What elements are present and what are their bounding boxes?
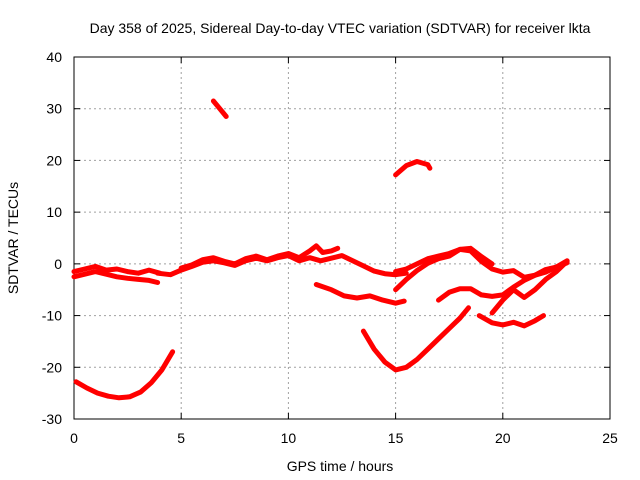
y-tick-label: -10: [42, 308, 62, 324]
series-arc-12: [436, 258, 570, 303]
x-tick-label: 5: [177, 430, 185, 446]
series-arc-5: [178, 243, 341, 271]
plot-area-border: [73, 56, 611, 420]
series-arc-7: [313, 282, 407, 306]
axis-ticks: 0 5 10 15 20 25 -30 -20 -10 0 10 20 30 40: [42, 49, 618, 446]
series-arc-11: [393, 245, 495, 293]
y-tick-label: 20: [46, 152, 62, 168]
y-tick-label: 0: [54, 256, 62, 272]
x-tick-label: 0: [70, 430, 78, 446]
y-tick-label: 10: [46, 204, 62, 220]
y-tick-label: 30: [46, 101, 62, 117]
x-axis-label: GPS time / hours: [287, 458, 394, 474]
x-tick-label: 10: [281, 430, 297, 446]
series-arc-1: [71, 263, 163, 276]
series-arc-2: [71, 269, 161, 285]
y-tick-label: -30: [42, 411, 62, 427]
y-axis-label: SDTVAR / TECUs: [5, 182, 21, 294]
series-arc-6: [210, 98, 229, 119]
grid: [74, 57, 610, 419]
series-arc-8: [360, 305, 471, 373]
x-tick-label: 25: [602, 430, 618, 446]
series-arc-14: [476, 313, 546, 329]
chart-title: Day 358 of 2025, Sidereal Day-to-day VTE…: [90, 20, 591, 36]
x-tick-label: 20: [495, 430, 511, 446]
series-arc-3: [73, 349, 176, 401]
y-tick-label: -20: [42, 359, 62, 375]
data-series: [71, 98, 570, 401]
series-arc-9: [393, 159, 433, 178]
x-tick-label: 15: [388, 430, 404, 446]
series-arc-13: [489, 258, 570, 316]
y-tick-label: 40: [46, 49, 62, 65]
